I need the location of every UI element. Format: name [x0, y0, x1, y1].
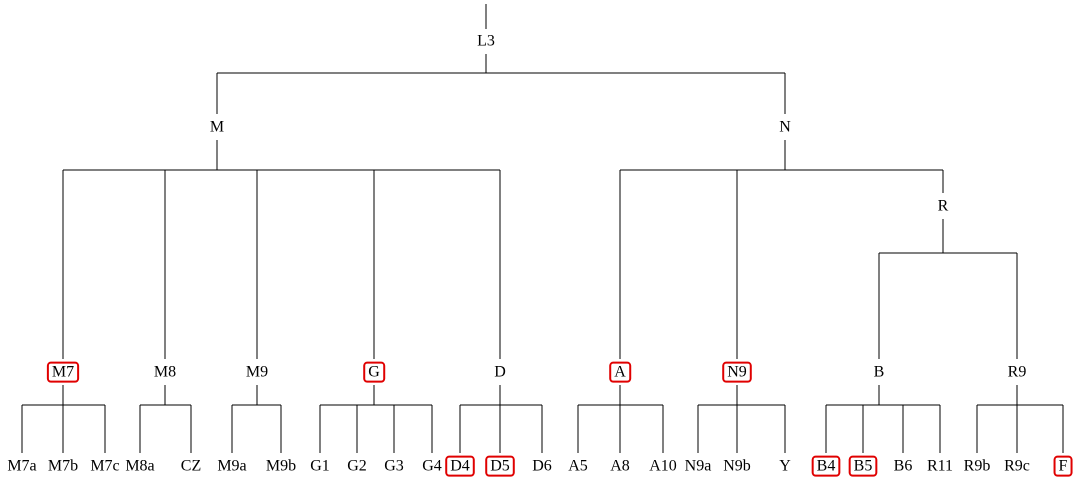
highlight-box — [46, 361, 80, 383]
node-label: G1 — [310, 458, 330, 475]
node-label: D5 — [490, 458, 510, 475]
highlight-box — [848, 455, 878, 477]
node-label: M9b — [266, 458, 296, 475]
node-label: N — [779, 119, 791, 136]
node-label: M7b — [48, 458, 78, 475]
node-label: B5 — [854, 458, 873, 475]
node-label: M7 — [52, 364, 74, 381]
node-label: G — [368, 364, 380, 381]
node-label: L3 — [477, 33, 495, 50]
node-label: G2 — [347, 458, 367, 475]
node-label: M8 — [154, 364, 176, 381]
node-label: CZ — [181, 458, 201, 475]
node-label: M9a — [217, 458, 246, 475]
node-label: D — [494, 364, 506, 381]
node-label: Y — [779, 458, 791, 475]
node-label: B — [874, 364, 885, 381]
node-label: B4 — [817, 458, 836, 475]
node-label: A — [614, 364, 626, 381]
node-label: B6 — [894, 458, 913, 475]
highlight-box — [1053, 455, 1073, 477]
highlight-box — [609, 361, 632, 383]
node-label: D4 — [450, 458, 470, 475]
node-label: F — [1059, 458, 1068, 475]
highlight-box — [363, 361, 386, 383]
node-label: M — [210, 119, 224, 136]
node-label: M8a — [125, 458, 154, 475]
node-label: A10 — [649, 458, 677, 475]
node-label: D6 — [532, 458, 552, 475]
node-label: A5 — [568, 458, 588, 475]
node-label: R9c — [1004, 458, 1030, 475]
highlight-box — [485, 455, 515, 477]
node-label: M9 — [246, 364, 268, 381]
node-label: N9a — [685, 458, 712, 475]
highlight-box — [722, 361, 752, 383]
node-label: A8 — [610, 458, 630, 475]
node-label: R — [938, 198, 949, 215]
highlight-box — [811, 455, 841, 477]
node-label: N9b — [723, 458, 751, 475]
node-label: N9 — [727, 364, 747, 381]
node-label: R9 — [1008, 364, 1027, 381]
node-label: G4 — [422, 458, 442, 475]
node-label: R9b — [964, 458, 991, 475]
highlight-box — [445, 455, 475, 477]
node-label: M7c — [90, 458, 119, 475]
node-label: R11 — [927, 458, 953, 475]
node-label: G3 — [384, 458, 404, 475]
node-label: M7a — [7, 458, 36, 475]
